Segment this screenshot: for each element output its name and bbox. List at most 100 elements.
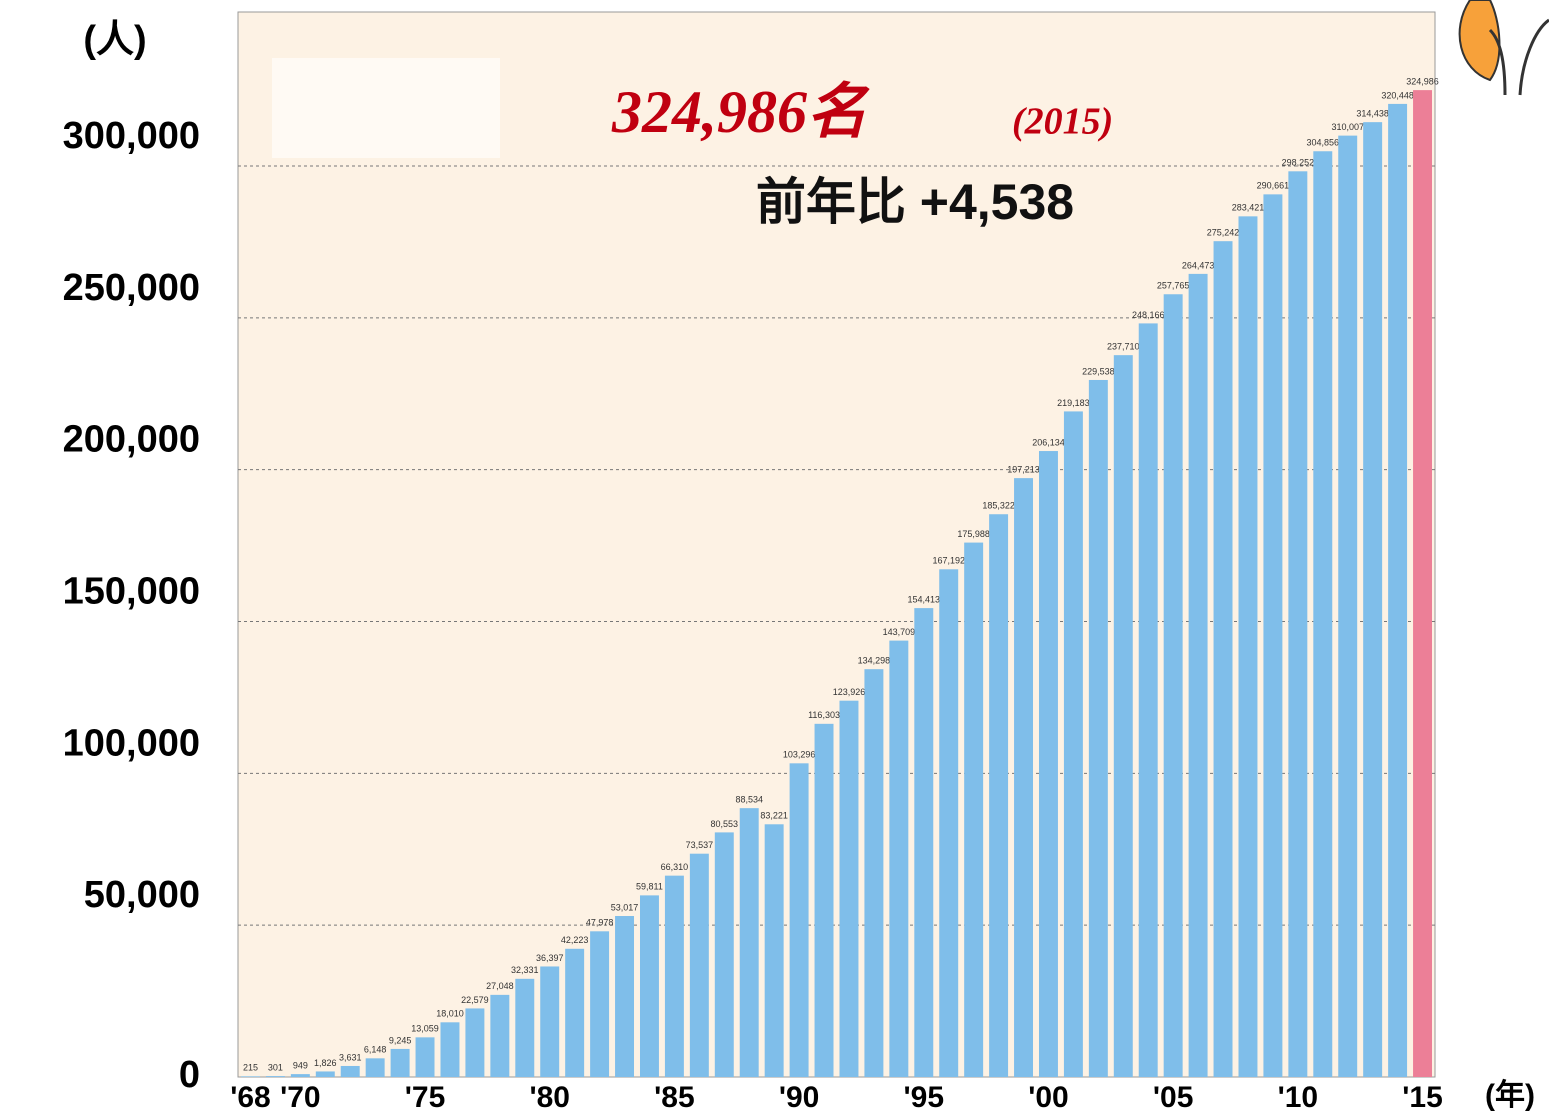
value-label: 83,221 bbox=[760, 811, 788, 821]
x-tick-label: '68 bbox=[230, 1081, 271, 1114]
bar bbox=[1038, 451, 1058, 1077]
bar bbox=[365, 1058, 385, 1077]
value-label: 6,148 bbox=[364, 1045, 387, 1055]
plot-area bbox=[237, 11, 1436, 1078]
x-tick-label: '10 bbox=[1278, 1081, 1319, 1114]
bar bbox=[789, 763, 809, 1077]
bar bbox=[615, 916, 635, 1077]
bar bbox=[265, 1076, 285, 1077]
value-label: 123,926 bbox=[833, 687, 866, 697]
value-label: 264,473 bbox=[1182, 260, 1215, 270]
bar bbox=[1338, 135, 1358, 1078]
bar bbox=[939, 569, 959, 1077]
bar bbox=[1088, 379, 1108, 1077]
y-axis-label: (人) bbox=[83, 19, 146, 61]
value-label: 298,252 bbox=[1282, 158, 1315, 168]
y-tick-label: 0 bbox=[179, 1054, 200, 1096]
bar bbox=[1238, 216, 1258, 1077]
bar bbox=[1388, 103, 1408, 1077]
bar bbox=[1313, 151, 1333, 1077]
y-tick-label: 50,000 bbox=[84, 874, 200, 916]
value-label: 116,303 bbox=[808, 710, 840, 720]
value-label: 229,538 bbox=[1082, 366, 1115, 376]
bar bbox=[590, 931, 610, 1077]
value-label: 53,017 bbox=[611, 902, 639, 912]
value-label: 314,438 bbox=[1356, 109, 1389, 119]
value-label: 167,192 bbox=[932, 556, 965, 566]
value-label: 32,331 bbox=[511, 965, 539, 975]
bar bbox=[315, 1071, 335, 1077]
bar bbox=[689, 853, 709, 1077]
annotation-change: 前年比 +4,538 bbox=[756, 174, 1074, 230]
value-label: 80,553 bbox=[711, 819, 739, 829]
bar bbox=[515, 978, 535, 1077]
value-label: 3,631 bbox=[339, 1052, 362, 1062]
value-label: 103,296 bbox=[783, 750, 816, 760]
x-tick-label: '80 bbox=[529, 1081, 570, 1114]
value-label: 18,010 bbox=[436, 1009, 464, 1019]
bar bbox=[1288, 171, 1308, 1077]
bar bbox=[290, 1074, 310, 1077]
value-label: 215 bbox=[243, 1063, 258, 1073]
legend-placeholder bbox=[272, 58, 500, 158]
value-label: 9,245 bbox=[389, 1035, 412, 1045]
bar bbox=[1063, 411, 1083, 1077]
x-tick-label: '00 bbox=[1028, 1081, 1069, 1114]
bar bbox=[565, 948, 585, 1077]
bar bbox=[889, 640, 909, 1077]
value-label: 248,166 bbox=[1132, 310, 1165, 320]
value-label: 949 bbox=[293, 1060, 308, 1070]
value-label: 290,661 bbox=[1257, 181, 1290, 191]
value-label: 13,059 bbox=[411, 1024, 439, 1034]
bar bbox=[1263, 194, 1283, 1077]
value-label: 301 bbox=[268, 1062, 283, 1072]
x-tick-label: '15 bbox=[1402, 1081, 1443, 1114]
bar bbox=[864, 669, 884, 1077]
value-label: 36,397 bbox=[536, 953, 564, 963]
value-label: 175,988 bbox=[957, 529, 990, 539]
value-label: 206,134 bbox=[1032, 437, 1065, 447]
x-axis-label: (年) bbox=[1485, 1079, 1535, 1112]
bar bbox=[440, 1022, 460, 1077]
value-label: 197,213 bbox=[1007, 465, 1040, 475]
x-tick-label: '85 bbox=[654, 1081, 695, 1114]
bar bbox=[1163, 294, 1183, 1077]
value-label: 275,242 bbox=[1207, 228, 1240, 238]
bar bbox=[1138, 323, 1158, 1077]
bar bbox=[964, 542, 984, 1077]
bar bbox=[814, 723, 834, 1077]
x-tick-label: '05 bbox=[1153, 1081, 1194, 1114]
bar bbox=[839, 700, 859, 1077]
value-label: 27,048 bbox=[486, 981, 514, 991]
value-label: 154,413 bbox=[908, 594, 941, 604]
bar bbox=[739, 808, 759, 1077]
bar bbox=[340, 1065, 360, 1077]
x-tick-label: '90 bbox=[779, 1081, 820, 1114]
y-tick-label: 300,000 bbox=[63, 115, 200, 157]
kidney-icon bbox=[1458, 0, 1549, 96]
value-label: 143,709 bbox=[883, 627, 916, 637]
bar bbox=[1014, 478, 1034, 1077]
value-label: 1,826 bbox=[314, 1058, 337, 1068]
bar bbox=[914, 608, 934, 1077]
bar bbox=[465, 1008, 485, 1077]
bar bbox=[989, 514, 1009, 1077]
value-label: 237,710 bbox=[1107, 342, 1140, 352]
bar bbox=[764, 824, 784, 1077]
x-tick-label: '70 bbox=[280, 1081, 321, 1114]
y-tick-label: 250,000 bbox=[63, 267, 200, 309]
value-label: 283,421 bbox=[1232, 203, 1265, 213]
bar bbox=[415, 1037, 435, 1077]
value-label: 59,811 bbox=[636, 882, 663, 892]
value-label: 42,223 bbox=[561, 935, 589, 945]
bar bbox=[639, 895, 659, 1077]
bar bbox=[540, 966, 560, 1077]
value-label: 185,322 bbox=[982, 501, 1015, 511]
bar bbox=[664, 875, 684, 1077]
value-label: 22,579 bbox=[461, 995, 489, 1005]
bar bbox=[1213, 241, 1233, 1078]
bar bbox=[390, 1048, 410, 1077]
value-label: 304,856 bbox=[1307, 138, 1340, 148]
y-tick-label: 100,000 bbox=[63, 722, 200, 764]
